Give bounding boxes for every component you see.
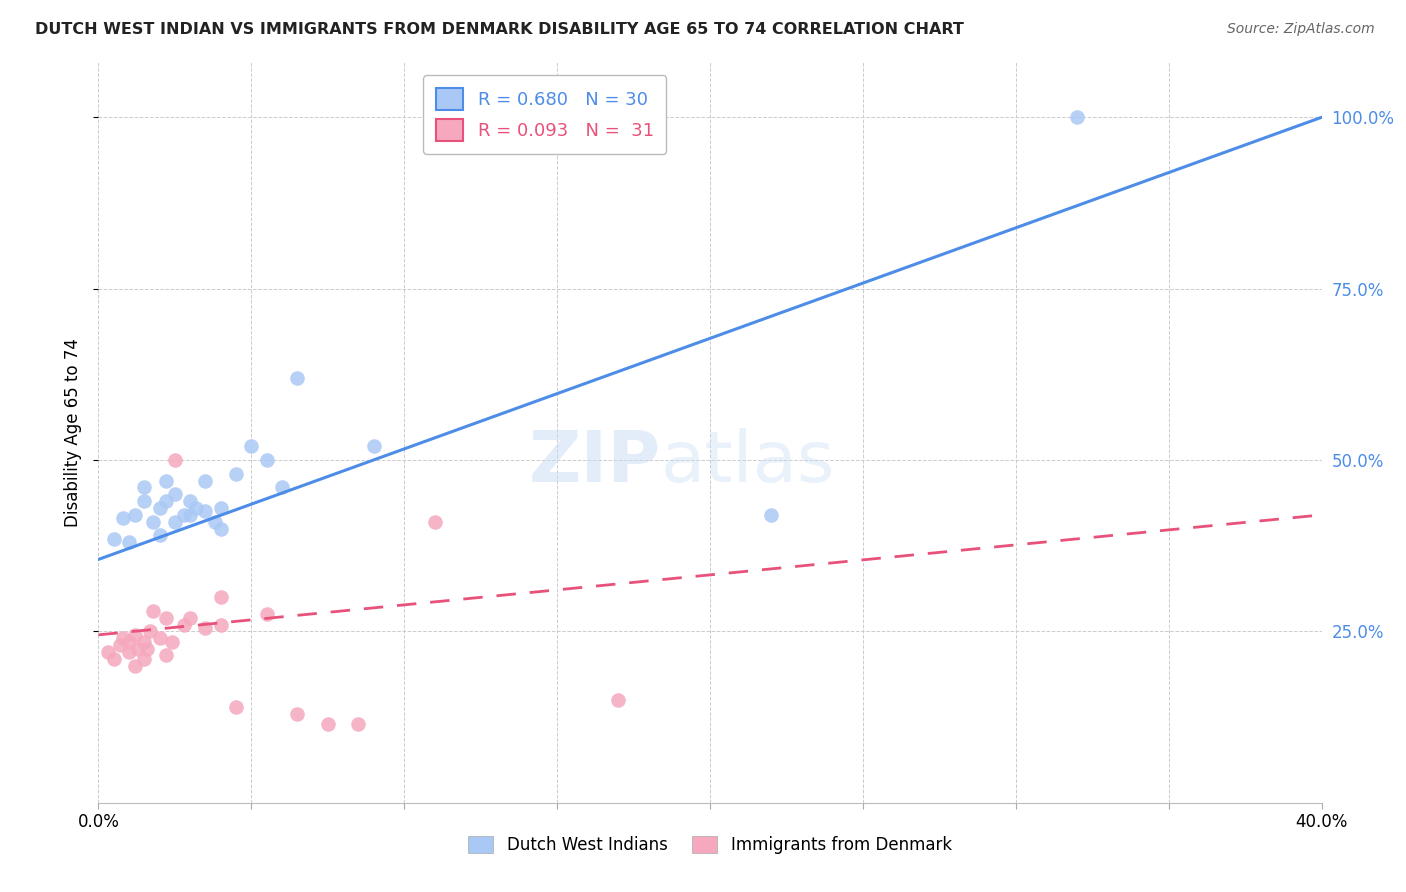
Point: [155, 494, 177, 508]
Point: [134, 652, 156, 666]
Point: [179, 610, 201, 624]
Point: [256, 453, 278, 467]
Point: [134, 480, 156, 494]
Point: [179, 508, 201, 522]
Point: [134, 494, 156, 508]
Point: [194, 474, 217, 488]
Y-axis label: Disability Age 65 to 74: Disability Age 65 to 74: [65, 338, 83, 527]
Point: [240, 439, 263, 453]
Point: [194, 621, 217, 635]
Point: [607, 693, 630, 707]
Point: [163, 515, 186, 529]
Point: [142, 604, 165, 618]
Point: [423, 515, 446, 529]
Point: [209, 501, 232, 516]
Text: ZIP: ZIP: [529, 428, 661, 497]
Point: [209, 617, 232, 632]
Point: [160, 634, 183, 648]
Point: [163, 487, 186, 501]
Point: [134, 634, 156, 648]
Point: [209, 590, 232, 604]
Point: [103, 652, 125, 666]
Point: [270, 480, 292, 494]
Point: [155, 648, 177, 663]
Point: [225, 467, 247, 481]
Point: [225, 699, 247, 714]
Legend: Dutch West Indians, Immigrants from Denmark: Dutch West Indians, Immigrants from Denm…: [461, 830, 959, 861]
Point: [118, 535, 141, 549]
Point: [179, 494, 201, 508]
Point: [149, 632, 172, 646]
Point: [139, 624, 162, 639]
Point: [347, 717, 370, 731]
Text: atlas: atlas: [661, 428, 835, 497]
Point: [149, 501, 172, 516]
Point: [285, 371, 308, 385]
Point: [136, 641, 159, 656]
Point: [111, 511, 134, 525]
Point: [155, 610, 177, 624]
Point: [124, 658, 146, 673]
Point: [163, 453, 186, 467]
Text: Source: ZipAtlas.com: Source: ZipAtlas.com: [1227, 22, 1375, 37]
Point: [111, 632, 134, 646]
Point: [316, 717, 339, 731]
Point: [173, 617, 195, 632]
Point: [124, 508, 146, 522]
Point: [204, 515, 226, 529]
Point: [118, 645, 141, 659]
Point: [97, 645, 120, 659]
Text: DUTCH WEST INDIAN VS IMMIGRANTS FROM DENMARK DISABILITY AGE 65 TO 74 CORRELATION: DUTCH WEST INDIAN VS IMMIGRANTS FROM DEN…: [35, 22, 965, 37]
Point: [155, 474, 177, 488]
Point: [173, 508, 195, 522]
Point: [108, 638, 131, 652]
Point: [186, 501, 208, 516]
Point: [118, 634, 141, 648]
Point: [149, 528, 172, 542]
Point: [194, 504, 217, 518]
Point: [142, 515, 165, 529]
Point: [209, 522, 232, 536]
Point: [759, 508, 782, 522]
Point: [127, 641, 149, 656]
Point: [363, 439, 385, 453]
Point: [256, 607, 278, 622]
Point: [103, 532, 125, 546]
Point: [1066, 110, 1088, 124]
Point: [285, 706, 308, 721]
Point: [124, 628, 146, 642]
